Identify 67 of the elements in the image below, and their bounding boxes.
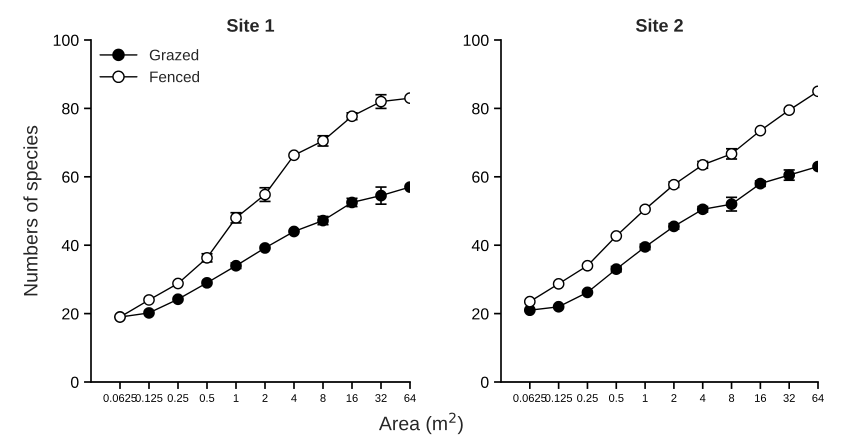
y-tick-label: 80 bbox=[472, 103, 489, 114]
point bbox=[524, 296, 536, 308]
y-axis-title: Numbers of species bbox=[23, 126, 42, 296]
point bbox=[754, 124, 766, 136]
x-tick-label: 4 bbox=[291, 394, 297, 402]
y-tick-label: 40 bbox=[472, 240, 489, 252]
point bbox=[639, 203, 651, 216]
x-tick-label: 2 bbox=[671, 394, 676, 402]
x-tick-label: 4 bbox=[700, 394, 706, 402]
point bbox=[552, 278, 564, 290]
x-tick-label: 0.25 bbox=[577, 394, 598, 402]
point bbox=[639, 241, 651, 253]
point bbox=[696, 158, 709, 171]
chart-title: Site 2 bbox=[636, 18, 683, 32]
point bbox=[375, 190, 387, 202]
point bbox=[696, 203, 709, 216]
x-tick-label: 0.125 bbox=[545, 394, 572, 402]
x-tick-label: 64 bbox=[812, 394, 824, 402]
y-tick-label: 40 bbox=[62, 240, 79, 252]
y-tick-label: 20 bbox=[62, 308, 79, 320]
point bbox=[668, 178, 680, 191]
y-tick-label: 0 bbox=[70, 376, 79, 388]
point bbox=[582, 260, 594, 272]
x-tick-label: 0.0625 bbox=[103, 394, 137, 402]
x-tick-label: 1 bbox=[234, 394, 239, 402]
y-tick-label: 60 bbox=[472, 171, 489, 183]
point bbox=[288, 226, 300, 238]
point bbox=[172, 278, 184, 290]
x-tick-label: 0.5 bbox=[200, 394, 214, 402]
x-tick-label: 1 bbox=[642, 394, 648, 402]
point bbox=[201, 276, 213, 289]
chart-title: Site 1 bbox=[226, 18, 274, 32]
x-tick-label: 0.25 bbox=[168, 394, 188, 402]
x-tick-label: 8 bbox=[320, 394, 326, 402]
legend-label: Fenced bbox=[150, 71, 200, 82]
point bbox=[288, 149, 300, 162]
x-tick-label: 32 bbox=[375, 394, 387, 402]
y-tick-label: 80 bbox=[62, 103, 79, 114]
y-tick-label: 100 bbox=[54, 34, 79, 46]
point bbox=[754, 178, 766, 190]
point bbox=[582, 286, 594, 298]
x-tick-label: 32 bbox=[783, 394, 795, 402]
y-tick-label: 20 bbox=[472, 308, 489, 320]
x-axis-title: Area (m$^{2}$) bbox=[378, 412, 463, 434]
x-tick-label: 2 bbox=[262, 394, 268, 402]
x-tick-label: 0.125 bbox=[136, 394, 162, 402]
point bbox=[259, 242, 271, 254]
point bbox=[230, 260, 242, 272]
y-tick-label: 60 bbox=[62, 171, 79, 183]
x-tick-label: 16 bbox=[346, 394, 358, 402]
y-tick-label: 0 bbox=[480, 376, 489, 388]
x-tick-label: 64 bbox=[404, 394, 416, 402]
point bbox=[610, 263, 622, 275]
point bbox=[143, 294, 155, 306]
point bbox=[610, 230, 622, 242]
legend-label: Grazed bbox=[150, 49, 198, 60]
point bbox=[172, 293, 184, 306]
point bbox=[346, 110, 358, 122]
point bbox=[668, 220, 680, 232]
x-tick-label: 16 bbox=[755, 394, 766, 402]
point bbox=[783, 104, 796, 116]
x-tick-label: 0.0625 bbox=[513, 394, 546, 402]
y-tick-label: 100 bbox=[464, 34, 489, 46]
point bbox=[143, 307, 155, 319]
point bbox=[552, 300, 564, 313]
x-tick-label: 0.5 bbox=[608, 394, 624, 402]
x-tick-label: 8 bbox=[728, 394, 734, 402]
